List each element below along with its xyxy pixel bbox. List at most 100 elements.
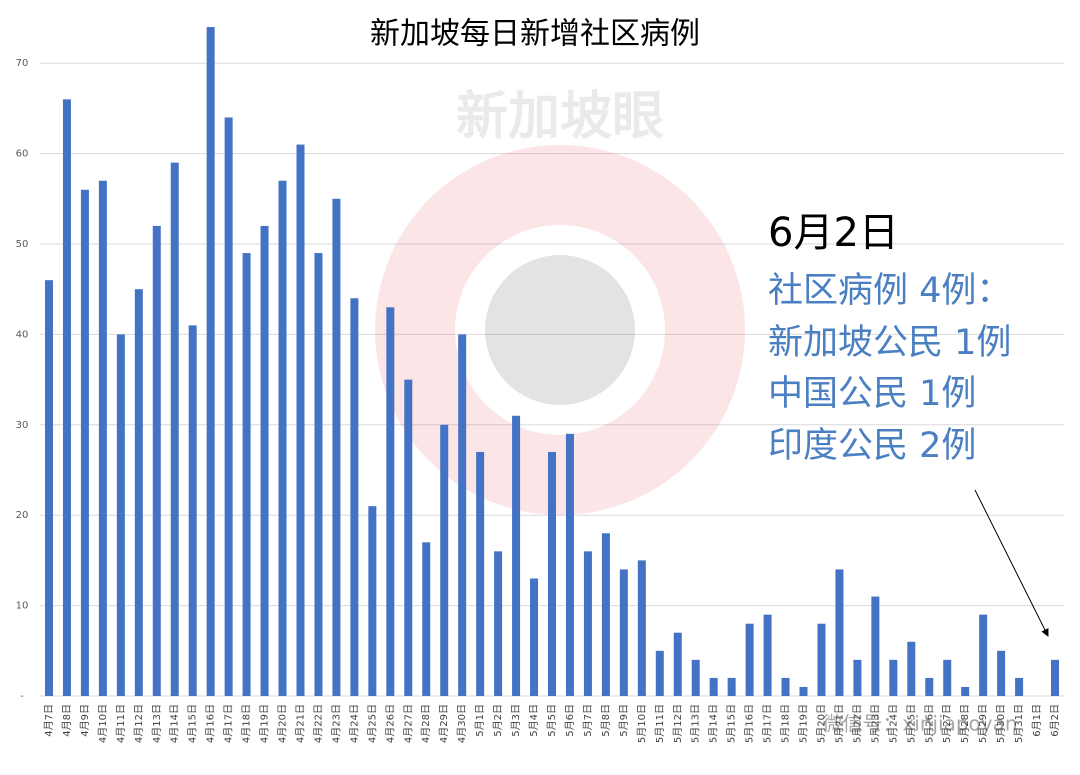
x-tick-label: 6月2日 <box>1049 704 1061 737</box>
bar <box>98 180 107 697</box>
x-tick-label: 4月25日 <box>366 704 378 743</box>
annotation-line: 印度公民 2例 <box>768 426 976 466</box>
x-tick-label: 5月28日 <box>959 704 971 743</box>
annotation-date: 6月2日 <box>768 210 899 256</box>
bar <box>548 451 556 696</box>
x-tick-label: 4月22日 <box>312 704 324 743</box>
x-tick-label: 4月8日 <box>61 704 73 737</box>
bar <box>691 659 700 696</box>
x-tick-label: 5月20日 <box>815 704 827 743</box>
x-tick-label: 4月30日 <box>456 704 468 743</box>
annotation-arrow <box>974 489 1049 637</box>
bar <box>314 253 323 697</box>
x-tick-label: 5月30日 <box>995 704 1007 743</box>
y-tick-label: 70 <box>16 58 29 69</box>
x-tick-label: 4月24日 <box>348 704 360 743</box>
x-tick-label: 4月20日 <box>277 704 289 743</box>
bar <box>637 560 646 696</box>
x-tick-label: 4月17日 <box>223 704 235 743</box>
y-tick-label: 30 <box>16 420 29 431</box>
x-tick-label: 5月21日 <box>833 704 845 743</box>
bar <box>817 623 826 696</box>
x-tick-label: 5月4日 <box>528 704 540 737</box>
x-tick-label: 5月9日 <box>618 704 630 737</box>
bar <box>799 686 808 696</box>
bar <box>368 506 377 696</box>
watermark-text: 微信号：xinjiapoyan <box>822 712 1017 736</box>
watermark-text: 新加坡眼 <box>456 87 664 147</box>
x-tick-label: 5月19日 <box>798 704 810 743</box>
bar <box>170 162 179 696</box>
bar <box>583 551 592 696</box>
bar <box>494 551 503 696</box>
bar <box>601 533 610 696</box>
bar <box>997 650 1006 696</box>
bar <box>350 298 359 696</box>
bar <box>242 253 251 697</box>
x-tick-label: 5月13日 <box>690 704 702 743</box>
bar <box>44 280 53 696</box>
y-tick-label: 10 <box>16 601 29 612</box>
x-tick-label: 5月26日 <box>923 704 935 743</box>
bar <box>530 578 539 696</box>
x-tick-label: 5月31日 <box>1013 704 1025 743</box>
x-tick-label: 5月11日 <box>654 704 666 743</box>
bar <box>673 632 682 696</box>
x-tick-label: 4月9日 <box>79 704 91 737</box>
bar <box>961 686 970 696</box>
bar <box>853 659 862 696</box>
x-tick-label: 4月7日 <box>43 704 55 737</box>
y-tick-label: 40 <box>16 329 29 340</box>
bar <box>458 334 467 696</box>
bar <box>188 325 197 696</box>
bar <box>979 614 988 696</box>
bar <box>386 307 395 696</box>
chart-title: 新加坡每日新增社区病例 <box>370 17 700 52</box>
x-tick-label: 4月26日 <box>384 704 396 743</box>
x-tick-label: 4月23日 <box>330 704 342 743</box>
x-tick-label: 5月12日 <box>672 704 684 743</box>
bar <box>943 659 952 696</box>
x-tick-label: 4月18日 <box>241 704 253 743</box>
bar <box>116 334 125 696</box>
bar <box>835 569 844 696</box>
bar <box>404 379 413 696</box>
x-tick-label: 4月21日 <box>294 704 306 743</box>
x-tick-label: 5月17日 <box>762 704 774 743</box>
x-tick-label: 5月14日 <box>708 704 720 743</box>
bar <box>134 289 143 696</box>
bar <box>907 641 916 696</box>
x-tick-label: 5月25日 <box>905 704 917 743</box>
bar <box>745 623 754 696</box>
bar <box>296 144 305 696</box>
bar <box>512 415 521 696</box>
annotation-line: 新加坡公民 1例 <box>768 323 1011 363</box>
x-tick-label: 5月1日 <box>474 704 486 737</box>
bar <box>709 677 718 696</box>
x-tick-label: 4月12日 <box>133 704 145 743</box>
x-tick-label: 4月27日 <box>402 704 414 743</box>
y-tick-label: 20 <box>16 510 29 521</box>
bar <box>1015 677 1024 696</box>
x-tick-label: 4月15日 <box>187 704 199 743</box>
x-tick-label: 5月24日 <box>887 704 899 743</box>
x-tick-label: 5月29日 <box>977 704 989 743</box>
x-tick-label: 4月28日 <box>420 704 432 743</box>
bar <box>260 225 269 697</box>
annotation-line: 中国公民 1例 <box>768 374 976 414</box>
bar <box>152 225 161 697</box>
x-tick-label: 5月8日 <box>600 704 612 737</box>
x-tick-label: 5月10日 <box>636 704 648 743</box>
x-tick-label: 4月13日 <box>151 704 163 743</box>
watermark-logo <box>375 145 745 515</box>
x-tick-label: 4月10日 <box>97 704 109 743</box>
bar <box>727 677 736 696</box>
x-tick-label: 5月16日 <box>744 704 756 743</box>
bar <box>781 677 790 696</box>
bar <box>332 198 341 697</box>
bar <box>206 27 215 697</box>
y-tick-label: 50 <box>16 239 29 250</box>
annotation-line: 社区病例 4例： <box>768 271 1011 311</box>
x-tick-label: 5月15日 <box>726 704 738 743</box>
